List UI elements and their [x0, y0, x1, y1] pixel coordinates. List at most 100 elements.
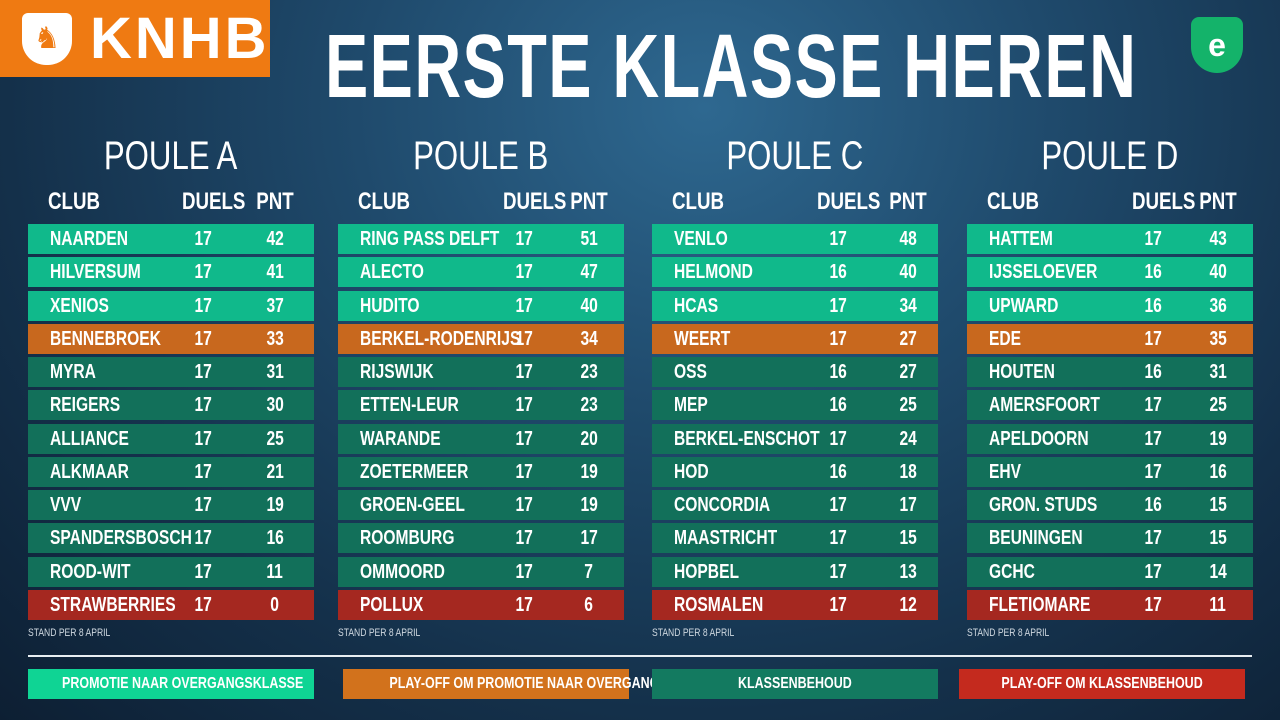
club-name: ZOETERMEER: [360, 461, 469, 483]
duels-value: 17: [515, 494, 533, 516]
page-title: EERSTE KLASSE HEREN: [325, 17, 1138, 117]
points-value: 19: [266, 494, 284, 516]
table-row: RIJSWIJK 17 23: [338, 357, 624, 387]
table-row: VENLO 17 48: [652, 224, 938, 254]
club-name: OSS: [674, 361, 707, 383]
duels-value: 17: [515, 295, 533, 317]
table-row: HUDITO 17 40: [338, 291, 624, 321]
poule-title: POULE B: [338, 134, 624, 178]
club-name: STRAWBERRIES: [50, 594, 176, 616]
club-name: NAARDEN: [50, 228, 128, 250]
duels-value: 16: [829, 461, 847, 483]
standings-date: STAND PER 8 APRIL: [967, 627, 1050, 639]
table-row: HOD 16 18: [652, 457, 938, 487]
points-value: 16: [266, 527, 284, 549]
duels-value: 17: [829, 494, 847, 516]
table-row: APELDOORN 17 19: [967, 424, 1253, 454]
points-value: 27: [899, 328, 917, 350]
club-name: SPANDERSBOSCH: [50, 527, 192, 549]
table-row: BENNEBROEK 17 33: [28, 324, 314, 354]
table-row: HOPBEL 17 13: [652, 557, 938, 587]
duels-value: 17: [194, 461, 212, 483]
club-name: WARANDE: [360, 428, 441, 450]
points-value: 14: [1209, 561, 1227, 583]
duels-value: 17: [1144, 394, 1162, 416]
points-value: 15: [1209, 527, 1227, 549]
duels-value: 17: [515, 361, 533, 383]
table-row: GRON. STUDS 16 15: [967, 490, 1253, 520]
club-name: HILVERSUM: [50, 261, 141, 283]
table-row: MEP 16 25: [652, 390, 938, 420]
duels-value: 16: [1144, 261, 1162, 283]
header-points: PNT: [256, 188, 294, 215]
points-value: 43: [1209, 228, 1227, 250]
points-value: 40: [580, 295, 598, 317]
table-row: ROOD-WIT 17 11: [28, 557, 314, 587]
poule-title-text: POULE B: [413, 134, 549, 178]
table-row: GROEN-GEEL 17 19: [338, 490, 624, 520]
poule-title-text: POULE D: [1041, 134, 1179, 178]
points-value: 47: [580, 261, 598, 283]
points-value: 25: [1209, 394, 1227, 416]
duels-value: 17: [1144, 527, 1162, 549]
duels-value: 17: [515, 394, 533, 416]
club-name: BEUNINGEN: [989, 527, 1083, 549]
points-value: 36: [1209, 295, 1227, 317]
points-value: 31: [266, 361, 284, 383]
table-row: HATTEM 17 43: [967, 224, 1253, 254]
table-row: HCAS 17 34: [652, 291, 938, 321]
header-points: PNT: [570, 188, 608, 215]
header-club: CLUB: [358, 188, 410, 215]
logo-text: KNHB: [90, 6, 270, 71]
legend-item: KLASSENBEHOUD: [652, 669, 938, 699]
club-name: GCHC: [989, 561, 1035, 583]
table-row: OSS 16 27: [652, 357, 938, 387]
club-name: MEP: [674, 394, 708, 416]
club-name: XENIOS: [50, 295, 109, 317]
table-row: ALECTO 17 47: [338, 257, 624, 287]
table-row: BEUNINGEN 17 15: [967, 523, 1253, 553]
club-name: FLETIOMARE: [989, 594, 1091, 616]
table-row: SPANDERSBOSCH 17 16: [28, 523, 314, 553]
club-name: BERKEL-ENSCHOT: [674, 428, 820, 450]
poule-title-text: POULE C: [726, 134, 864, 178]
duels-value: 17: [194, 594, 212, 616]
table-row: WEERT 17 27: [652, 324, 938, 354]
duels-value: 17: [829, 561, 847, 583]
club-name: IJSSELOEVER: [989, 261, 1098, 283]
club-name: EHV: [989, 461, 1022, 483]
divider: [28, 655, 1252, 657]
points-value: 20: [580, 428, 598, 450]
duels-value: 17: [515, 428, 533, 450]
duels-value: 16: [1144, 361, 1162, 383]
points-value: 27: [899, 361, 917, 383]
club-name: OMMOORD: [360, 561, 445, 583]
table-row: ROSMALEN 17 12: [652, 590, 938, 620]
poule-title-text: POULE A: [104, 134, 238, 178]
points-value: 17: [580, 527, 598, 549]
duels-value: 17: [194, 494, 212, 516]
points-value: 13: [899, 561, 917, 583]
points-value: 42: [266, 228, 284, 250]
points-value: 18: [899, 461, 917, 483]
club-name: REIGERS: [50, 394, 121, 416]
duels-value: 16: [829, 394, 847, 416]
table-row: IJSSELOEVER 16 40: [967, 257, 1253, 287]
points-value: 40: [1209, 261, 1227, 283]
club-name: BENNEBROEK: [50, 328, 161, 350]
points-value: 23: [580, 394, 598, 416]
points-value: 34: [580, 328, 598, 350]
lion-shield-icon: ♞: [22, 12, 72, 65]
table-row: ETTEN-LEUR 17 23: [338, 390, 624, 420]
poule-c: POULE C: [652, 130, 938, 630]
club-name: POLLUX: [360, 594, 424, 616]
table-row: EDE 17 35: [967, 324, 1253, 354]
club-name: ROSMALEN: [674, 594, 764, 616]
header-points: PNT: [1199, 188, 1237, 215]
points-value: 48: [899, 228, 917, 250]
club-name: HELMOND: [674, 261, 753, 283]
points-value: 0: [270, 594, 280, 616]
table-row: EHV 17 16: [967, 457, 1253, 487]
duels-value: 17: [515, 527, 533, 549]
table-row: AMERSFOORT 17 25: [967, 390, 1253, 420]
